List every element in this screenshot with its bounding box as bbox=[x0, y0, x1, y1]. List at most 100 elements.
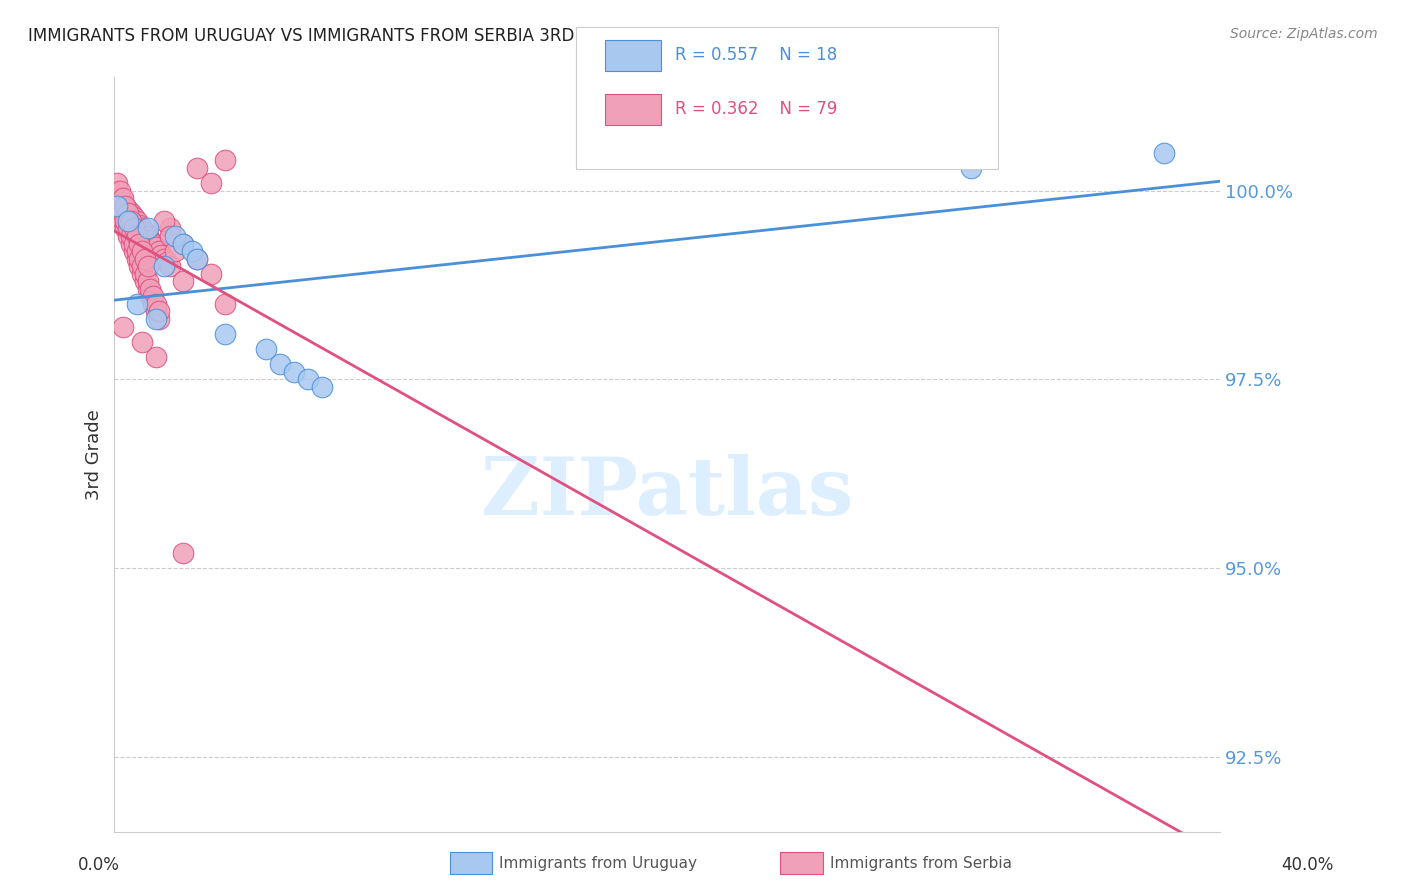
Immigrants from Serbia bbox=[173, 274, 195, 288]
Immigrants from Serbia bbox=[139, 282, 162, 296]
Immigrants from Uruguay bbox=[125, 297, 148, 311]
Immigrants from Serbia bbox=[136, 282, 159, 296]
Immigrants from Serbia bbox=[142, 289, 165, 303]
Immigrants from Serbia bbox=[156, 255, 179, 269]
Immigrants from Serbia bbox=[125, 244, 148, 258]
Immigrants from Serbia bbox=[150, 248, 173, 262]
Immigrants from Uruguay bbox=[117, 214, 139, 228]
Immigrants from Serbia bbox=[142, 236, 165, 251]
Immigrants from Serbia bbox=[173, 546, 195, 560]
Text: 0.0%: 0.0% bbox=[77, 856, 120, 874]
Immigrants from Serbia bbox=[131, 259, 153, 273]
Text: Immigrants from Serbia: Immigrants from Serbia bbox=[830, 856, 1011, 871]
Immigrants from Uruguay bbox=[105, 199, 128, 213]
Immigrants from Uruguay bbox=[269, 357, 291, 371]
Immigrants from Serbia bbox=[173, 236, 195, 251]
Immigrants from Serbia bbox=[120, 236, 142, 251]
Immigrants from Serbia bbox=[114, 221, 136, 235]
Immigrants from Serbia bbox=[128, 252, 150, 266]
Immigrants from Serbia bbox=[153, 214, 176, 228]
Immigrants from Serbia bbox=[125, 214, 148, 228]
Immigrants from Serbia bbox=[200, 267, 222, 281]
Immigrants from Serbia bbox=[111, 214, 134, 228]
Immigrants from Uruguay bbox=[283, 365, 305, 379]
Immigrants from Serbia bbox=[134, 267, 156, 281]
Immigrants from Serbia bbox=[105, 199, 128, 213]
Immigrants from Serbia bbox=[131, 244, 153, 258]
Immigrants from Serbia bbox=[108, 206, 131, 220]
Immigrants from Serbia bbox=[145, 350, 167, 364]
Immigrants from Serbia bbox=[136, 274, 159, 288]
Y-axis label: 3rd Grade: 3rd Grade bbox=[86, 409, 103, 500]
Immigrants from Serbia bbox=[165, 244, 187, 258]
Text: Immigrants from Uruguay: Immigrants from Uruguay bbox=[499, 856, 697, 871]
Text: ZIPatlas: ZIPatlas bbox=[481, 454, 853, 532]
Immigrants from Serbia bbox=[117, 229, 139, 244]
Immigrants from Uruguay bbox=[186, 252, 208, 266]
Immigrants from Serbia bbox=[128, 218, 150, 232]
Immigrants from Uruguay bbox=[254, 343, 277, 357]
Immigrants from Serbia bbox=[139, 233, 162, 247]
Immigrants from Uruguay bbox=[180, 244, 202, 258]
Immigrants from Serbia bbox=[120, 229, 142, 244]
Immigrants from Serbia bbox=[200, 176, 222, 190]
Immigrants from Serbia bbox=[125, 252, 148, 266]
Text: Source: ZipAtlas.com: Source: ZipAtlas.com bbox=[1230, 27, 1378, 41]
Immigrants from Serbia bbox=[117, 206, 139, 220]
Immigrants from Serbia bbox=[122, 236, 145, 251]
Immigrants from Serbia bbox=[108, 184, 131, 198]
Immigrants from Serbia bbox=[214, 153, 236, 168]
Immigrants from Serbia bbox=[120, 214, 142, 228]
Immigrants from Serbia bbox=[214, 297, 236, 311]
Immigrants from Serbia bbox=[145, 304, 167, 318]
Immigrants from Uruguay bbox=[214, 327, 236, 342]
Immigrants from Serbia bbox=[142, 297, 165, 311]
Immigrants from Serbia bbox=[114, 214, 136, 228]
Immigrants from Serbia bbox=[134, 274, 156, 288]
Immigrants from Serbia bbox=[111, 319, 134, 334]
Immigrants from Serbia bbox=[122, 210, 145, 224]
Immigrants from Serbia bbox=[105, 176, 128, 190]
Immigrants from Uruguay bbox=[136, 221, 159, 235]
Immigrants from Serbia bbox=[122, 244, 145, 258]
Immigrants from Serbia bbox=[148, 312, 170, 326]
Immigrants from Serbia bbox=[108, 199, 131, 213]
Immigrants from Serbia bbox=[120, 206, 142, 220]
Immigrants from Serbia bbox=[108, 191, 131, 205]
Immigrants from Serbia bbox=[125, 229, 148, 244]
Immigrants from Uruguay bbox=[1153, 145, 1175, 160]
Immigrants from Serbia bbox=[159, 229, 181, 244]
Immigrants from Serbia bbox=[145, 240, 167, 254]
Immigrants from Serbia bbox=[131, 334, 153, 349]
Immigrants from Serbia bbox=[128, 259, 150, 273]
Immigrants from Serbia bbox=[117, 221, 139, 235]
Immigrants from Serbia bbox=[134, 225, 156, 239]
Immigrants from Uruguay bbox=[165, 229, 187, 244]
Immigrants from Serbia bbox=[153, 252, 176, 266]
Immigrants from Serbia bbox=[148, 244, 170, 258]
Immigrants from Serbia bbox=[136, 229, 159, 244]
Text: R = 0.557    N = 18: R = 0.557 N = 18 bbox=[675, 46, 837, 64]
Immigrants from Serbia bbox=[111, 191, 134, 205]
Immigrants from Uruguay bbox=[145, 312, 167, 326]
Immigrants from Uruguay bbox=[311, 380, 333, 394]
Immigrants from Serbia bbox=[134, 252, 156, 266]
Immigrants from Serbia bbox=[131, 221, 153, 235]
Immigrants from Serbia bbox=[148, 304, 170, 318]
Immigrants from Serbia bbox=[105, 184, 128, 198]
Immigrants from Serbia bbox=[159, 221, 181, 235]
Text: 40.0%: 40.0% bbox=[1281, 856, 1334, 874]
Immigrants from Serbia bbox=[145, 297, 167, 311]
Immigrants from Uruguay bbox=[960, 161, 983, 175]
Immigrants from Serbia bbox=[114, 199, 136, 213]
Immigrants from Uruguay bbox=[153, 259, 176, 273]
Immigrants from Serbia bbox=[186, 161, 208, 175]
Immigrants from Serbia bbox=[159, 259, 181, 273]
Immigrants from Serbia bbox=[105, 191, 128, 205]
Immigrants from Serbia bbox=[136, 259, 159, 273]
Text: R = 0.362    N = 79: R = 0.362 N = 79 bbox=[675, 100, 837, 118]
Immigrants from Serbia bbox=[117, 202, 139, 217]
Immigrants from Serbia bbox=[139, 289, 162, 303]
Immigrants from Serbia bbox=[128, 236, 150, 251]
Immigrants from Serbia bbox=[111, 194, 134, 209]
